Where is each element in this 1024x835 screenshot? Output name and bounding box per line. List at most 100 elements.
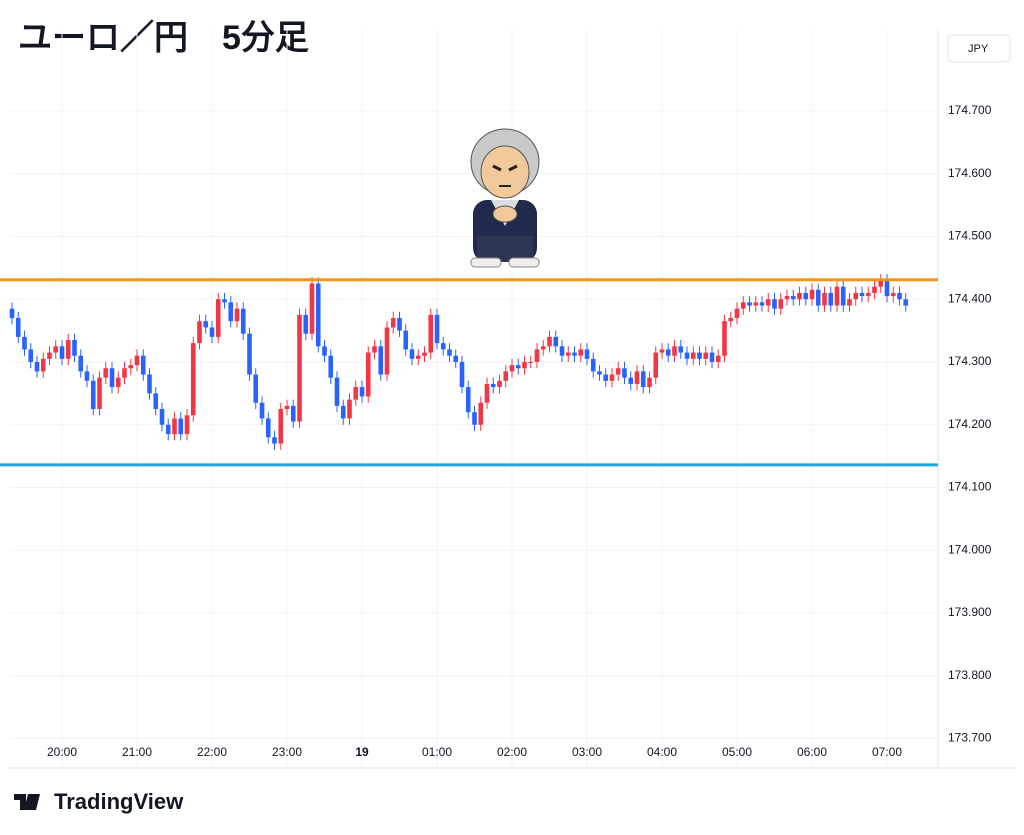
candle-body	[59, 346, 65, 359]
candle-body	[590, 358, 596, 372]
candle-body	[640, 371, 646, 388]
candle-body	[678, 346, 684, 353]
x-tick-label: 03:00	[572, 745, 602, 759]
candle-body	[172, 418, 177, 435]
currency[interactable]: JPY	[968, 43, 989, 55]
candle-body	[834, 286, 840, 306]
candle-body	[290, 405, 296, 422]
candle-body	[390, 318, 396, 328]
candle-body	[422, 352, 427, 356]
candle-body	[28, 349, 34, 362]
candle-body	[328, 355, 334, 378]
candle-body	[522, 361, 527, 369]
y-tick-label: 173.900	[948, 605, 992, 619]
candle-body	[859, 292, 865, 297]
candle-body	[847, 299, 852, 306]
candle-body	[515, 365, 521, 369]
candle-body	[84, 371, 90, 381]
candle-body	[297, 314, 302, 422]
candle-body	[397, 318, 402, 331]
currency-box[interactable]	[947, 34, 1011, 63]
candle-body	[715, 355, 721, 362]
candle-body	[403, 330, 409, 350]
candle-body	[147, 374, 152, 394]
candle-body	[359, 387, 365, 397]
candle-body	[115, 377, 121, 388]
candle-body	[815, 289, 821, 306]
candle-body	[453, 355, 459, 362]
candle-body	[509, 365, 515, 372]
candle-body	[634, 371, 640, 384]
candle-body	[234, 308, 240, 322]
y-tick-label: 174.700	[948, 103, 992, 117]
candle-body	[122, 368, 127, 378]
candle-body	[572, 352, 577, 356]
character	[470, 128, 540, 268]
candle-body	[772, 299, 777, 309]
candle-body	[303, 314, 309, 334]
candle-body	[797, 292, 802, 300]
candle-body	[340, 405, 346, 419]
candle-body	[528, 361, 534, 363]
candle-body	[284, 405, 290, 410]
candle-body	[622, 368, 627, 378]
y-tick-label: 174.100	[948, 480, 992, 494]
candle-body	[440, 343, 446, 350]
y-tick-label: 174.000	[948, 542, 992, 556]
candle-body	[740, 302, 746, 309]
candle-body	[184, 415, 190, 435]
candle-body	[803, 292, 809, 300]
candle-body	[565, 352, 571, 356]
candle-body	[9, 308, 15, 319]
candle-body	[547, 336, 552, 347]
x-tick-label: 19	[355, 745, 369, 759]
candle-body	[178, 418, 184, 435]
candle-body	[434, 314, 440, 344]
candle-body	[753, 302, 759, 306]
candle-body	[703, 352, 709, 359]
candle-body	[128, 365, 134, 369]
candle-body	[72, 340, 77, 356]
candle-body	[747, 302, 752, 306]
x-tick-label: 23:00	[272, 745, 302, 759]
chart-title: ユーロ／円 5分足	[18, 19, 309, 57]
candle-body	[728, 318, 734, 322]
candle-body	[784, 296, 790, 300]
x-tick-label: 02:00	[497, 745, 527, 759]
candle-body	[672, 346, 677, 356]
candle-body	[647, 377, 652, 388]
candle-body	[365, 352, 371, 397]
candle-body	[597, 371, 602, 375]
candle-body	[65, 340, 71, 359]
candle-body	[553, 336, 559, 347]
candle-body	[809, 289, 815, 300]
candle-body	[459, 361, 465, 388]
candle-body	[134, 355, 140, 366]
candle-body	[628, 377, 634, 384]
candle-body	[484, 383, 490, 403]
candle-body	[247, 333, 252, 375]
candle-body	[884, 280, 890, 297]
candle-body	[822, 292, 827, 306]
candle-body	[40, 358, 46, 372]
candle-body	[684, 352, 690, 359]
candle-body	[578, 349, 584, 356]
x-tick-label: 07:00	[872, 745, 902, 759]
candle-body	[278, 409, 284, 444]
candle-body	[828, 292, 834, 306]
candle-body	[853, 292, 859, 300]
candle-body	[465, 387, 471, 413]
x-tick-label: 22:00	[197, 745, 227, 759]
candle-body	[472, 412, 477, 425]
y-tick-label: 173.700	[948, 731, 992, 745]
candle-body	[378, 346, 384, 375]
y-tick-label: 174.600	[948, 166, 992, 180]
candle-body	[890, 292, 896, 297]
candle-body	[865, 292, 871, 297]
candle-body	[209, 327, 215, 337]
candle-body	[90, 380, 96, 410]
candle-body	[15, 318, 21, 337]
candle-body	[765, 299, 771, 306]
candle-body	[165, 424, 171, 435]
